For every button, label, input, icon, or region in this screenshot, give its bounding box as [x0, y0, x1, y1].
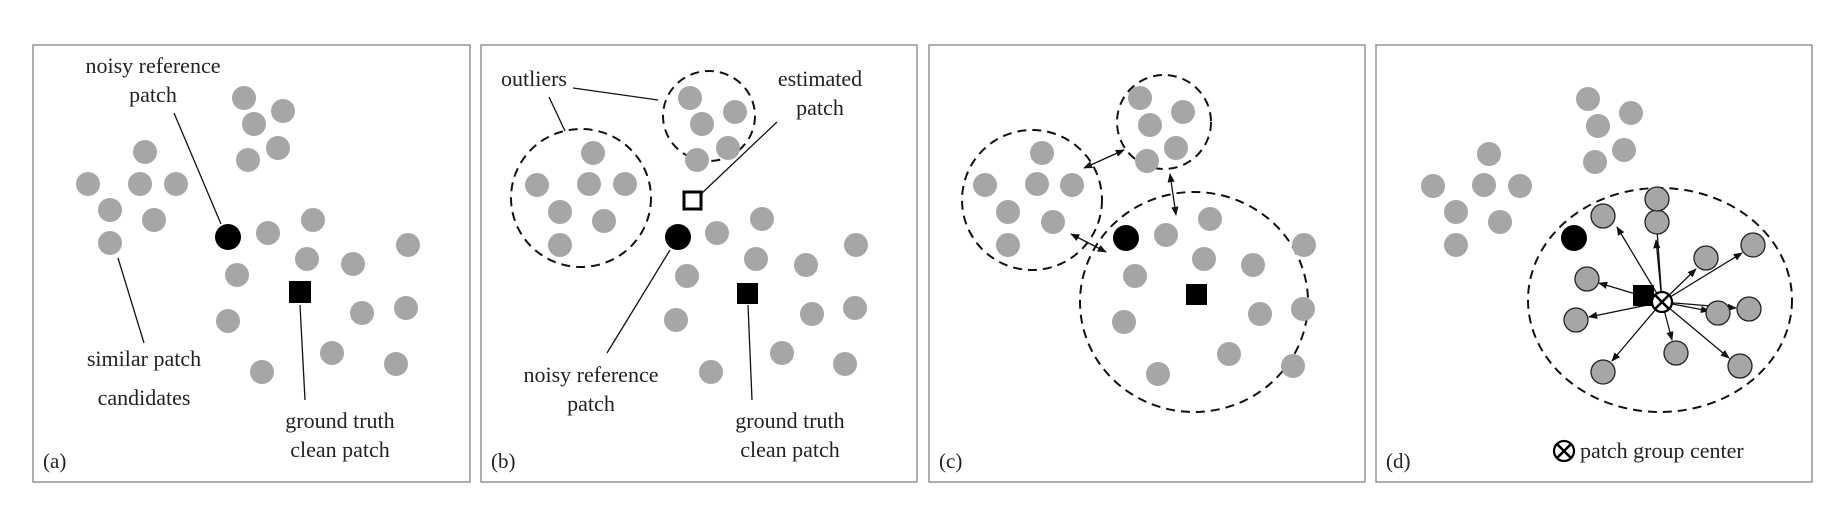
leader-outliers-large-b — [548, 96, 566, 132]
outlier-dots-d — [1421, 87, 1643, 257]
panel-d-frame — [1375, 44, 1813, 483]
outlier-cluster-small-c — [1116, 74, 1212, 170]
leader-similar-a — [117, 257, 145, 344]
panel-b: outliers estimated patch noisy reference… — [480, 44, 918, 483]
label-similar-a-line1: similar patch — [87, 346, 201, 371]
label-gt-b-line1: ground truth — [735, 408, 844, 433]
group-center-marker-d — [1650, 290, 1674, 314]
ground-truth-patch-c — [1186, 284, 1207, 305]
label-estimated-b-line2: patch — [796, 95, 844, 120]
ground-truth-patch-b — [737, 283, 758, 304]
panel-tag-b: (b) — [491, 449, 516, 473]
leader-estimated-b — [700, 121, 778, 195]
patch-group-center-icon — [1552, 439, 1576, 463]
candidate-dots-c — [973, 86, 1316, 386]
label-estimated-b-line1: estimated — [778, 66, 862, 91]
group-arrows-d — [1588, 214, 1743, 362]
label-noisy-ref-a-line2: patch — [129, 82, 177, 107]
legend-label-d: patch group center — [1580, 438, 1744, 463]
label-similar-a-line2: candidates — [98, 385, 191, 410]
outlier-cluster-large-b — [510, 128, 652, 268]
label-gt-a-line1: ground truth — [285, 408, 394, 433]
leader-outliers-small-b — [572, 87, 659, 101]
candidate-dots-a — [76, 86, 420, 384]
distance-arrow-c-3 — [1070, 233, 1107, 253]
ground-truth-patch-a — [289, 281, 311, 303]
distance-arrow-c-1 — [1083, 149, 1125, 169]
label-gt-a-line2: clean patch — [290, 437, 390, 462]
estimated-patch-b — [682, 190, 703, 211]
panel-c: (c) — [928, 44, 1366, 483]
outlier-cluster-small-b — [662, 70, 756, 162]
label-noisy-ref-a-line1: noisy reference — [86, 53, 221, 78]
leader-gt-a — [299, 304, 306, 401]
group-member-dots-d — [1563, 186, 1766, 385]
panel-a-frame — [32, 44, 471, 483]
ground-truth-patch-d — [1633, 285, 1654, 306]
panel-tag-c: (c) — [939, 449, 962, 473]
leader-gt-b — [747, 304, 753, 401]
noisy-reference-patch-d — [1561, 225, 1587, 251]
leader-noisy-a — [173, 112, 222, 225]
panel-tag-a: (a) — [43, 449, 66, 473]
panel-b-frame — [480, 44, 918, 483]
candidate-dots-b — [525, 86, 868, 384]
outlier-cluster-large-c — [961, 129, 1103, 271]
label-gt-b-line2: clean patch — [740, 437, 840, 462]
distance-arrow-c-2 — [1167, 173, 1179, 216]
leader-noisy-b — [606, 249, 671, 354]
noisy-reference-patch-b — [665, 224, 691, 250]
panel-a: noisy reference patch similar patch cand… — [32, 44, 471, 483]
noisy-reference-patch-a — [215, 224, 241, 250]
label-outliers-b: outliers — [501, 66, 567, 91]
noisy-reference-patch-c — [1113, 225, 1139, 251]
panel-d: patch group center (d) — [1375, 44, 1813, 483]
label-noisy-ref-b-line1: noisy reference — [524, 362, 659, 387]
panel-tag-d: (d) — [1386, 449, 1411, 473]
panel-c-frame — [928, 44, 1366, 483]
label-noisy-ref-b-line2: patch — [567, 391, 615, 416]
